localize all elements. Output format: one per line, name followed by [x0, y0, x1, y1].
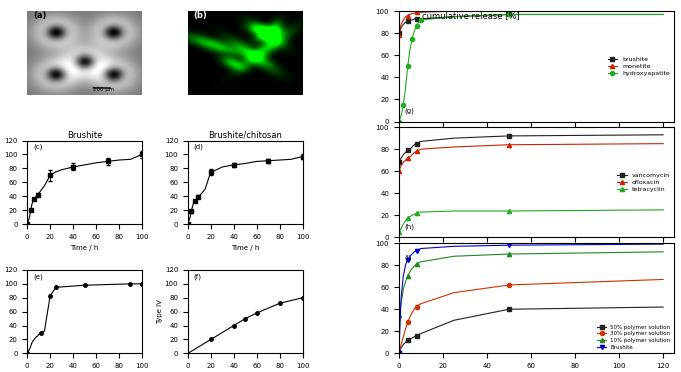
Legend: vancomycin, ofloxacin, tetracyclin: vancomycin, ofloxacin, tetracyclin: [616, 171, 671, 193]
Text: (d): (d): [193, 144, 204, 150]
Text: (b): (b): [193, 11, 207, 20]
X-axis label: Time / h: Time / h: [70, 245, 99, 251]
X-axis label: Time / h: Time / h: [231, 245, 259, 251]
Title: Brushite/chitosan: Brushite/chitosan: [208, 131, 282, 140]
Text: (c): (c): [33, 144, 42, 150]
Text: (e): (e): [33, 273, 43, 280]
Text: cumulative release [%]: cumulative release [%]: [422, 11, 520, 20]
Legend: 50% polymer solution, 30% polymer solution, 10% polymer solution, Brushite: 50% polymer solution, 30% polymer soluti…: [597, 323, 671, 351]
Text: (i): (i): [405, 254, 412, 261]
Text: (f): (f): [193, 273, 202, 280]
Title: Brushite: Brushite: [67, 131, 102, 140]
Legend: brushite, monetite, hydroxyapatite: brushite, monetite, hydroxyapatite: [607, 55, 671, 77]
Text: 200 μm: 200 μm: [93, 87, 114, 92]
Text: (h): (h): [405, 224, 415, 230]
Y-axis label: Type IV: Type IV: [157, 299, 163, 324]
Text: (g): (g): [405, 108, 414, 114]
Text: (a): (a): [33, 11, 46, 20]
